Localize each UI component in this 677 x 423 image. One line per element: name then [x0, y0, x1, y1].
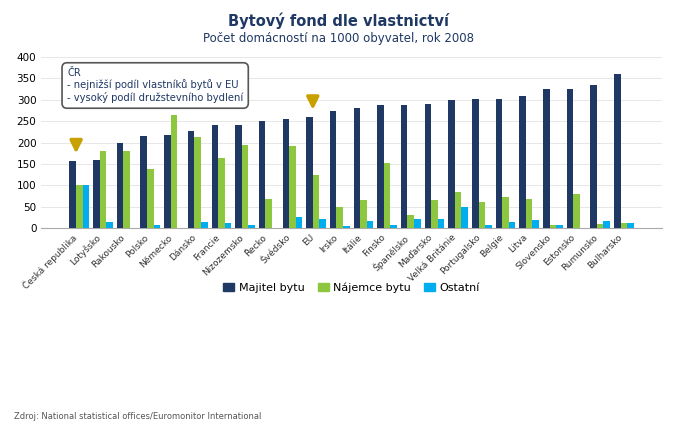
- Bar: [621, 223, 627, 228]
- Bar: [462, 206, 468, 228]
- Bar: [141, 136, 147, 228]
- Bar: [485, 225, 492, 228]
- Bar: [296, 217, 303, 228]
- Bar: [289, 146, 296, 228]
- Bar: [438, 219, 444, 228]
- Bar: [218, 158, 225, 228]
- Bar: [313, 175, 320, 228]
- Bar: [526, 199, 533, 228]
- Bar: [401, 105, 408, 228]
- Bar: [154, 225, 160, 228]
- Bar: [408, 215, 414, 228]
- Text: ČR
- nejnižší podíl vlastníků bytů v EU
- vysoký podíl družstevního bydlení: ČR - nejnižší podíl vlastníků bytů v EU …: [67, 68, 243, 103]
- Bar: [188, 131, 194, 228]
- Bar: [603, 221, 610, 228]
- Bar: [479, 202, 485, 228]
- Bar: [424, 104, 431, 228]
- Bar: [343, 226, 350, 228]
- Bar: [248, 225, 255, 228]
- Bar: [556, 225, 563, 228]
- Bar: [597, 224, 603, 228]
- Bar: [519, 96, 526, 228]
- Bar: [93, 159, 100, 228]
- Bar: [242, 145, 248, 228]
- Bar: [472, 99, 479, 228]
- Bar: [543, 89, 550, 228]
- Bar: [336, 206, 343, 228]
- Bar: [614, 74, 621, 228]
- Bar: [627, 223, 634, 228]
- Bar: [320, 219, 326, 228]
- Bar: [100, 151, 106, 228]
- Bar: [353, 108, 360, 228]
- Bar: [123, 151, 130, 228]
- Text: Bytový fond dle vlastnictví: Bytový fond dle vlastnictví: [228, 13, 449, 29]
- Bar: [360, 200, 367, 228]
- Bar: [306, 117, 313, 228]
- Bar: [414, 220, 420, 228]
- Bar: [590, 85, 597, 228]
- Bar: [567, 89, 573, 228]
- Bar: [391, 225, 397, 228]
- Bar: [573, 194, 580, 228]
- Bar: [70, 161, 76, 228]
- Bar: [431, 200, 438, 228]
- Bar: [377, 105, 384, 228]
- Bar: [367, 221, 374, 228]
- Bar: [455, 192, 462, 228]
- Bar: [106, 222, 113, 228]
- Bar: [194, 137, 201, 228]
- Bar: [448, 100, 455, 228]
- Bar: [502, 197, 509, 228]
- Bar: [235, 124, 242, 228]
- Bar: [330, 111, 336, 228]
- Bar: [265, 199, 272, 228]
- Bar: [76, 185, 83, 228]
- Bar: [533, 220, 539, 228]
- Bar: [225, 223, 232, 228]
- Legend: Majitel bytu, Nájemce bytu, Ostatní: Majitel bytu, Nájemce bytu, Ostatní: [219, 278, 485, 297]
- Bar: [384, 163, 391, 228]
- Bar: [211, 125, 218, 228]
- Bar: [147, 170, 154, 228]
- Bar: [117, 143, 123, 228]
- Bar: [496, 99, 502, 228]
- Text: Počet domácností na 1000 obyvatel, rok 2008: Počet domácností na 1000 obyvatel, rok 2…: [203, 32, 474, 45]
- Bar: [201, 222, 208, 228]
- Bar: [282, 119, 289, 228]
- Bar: [83, 185, 89, 228]
- Bar: [164, 135, 171, 228]
- Text: Zdroj: National statistical offices/Euromonitor International: Zdroj: National statistical offices/Euro…: [14, 412, 261, 421]
- Bar: [171, 115, 177, 228]
- Bar: [259, 121, 265, 228]
- Bar: [509, 222, 515, 228]
- Bar: [550, 225, 556, 228]
